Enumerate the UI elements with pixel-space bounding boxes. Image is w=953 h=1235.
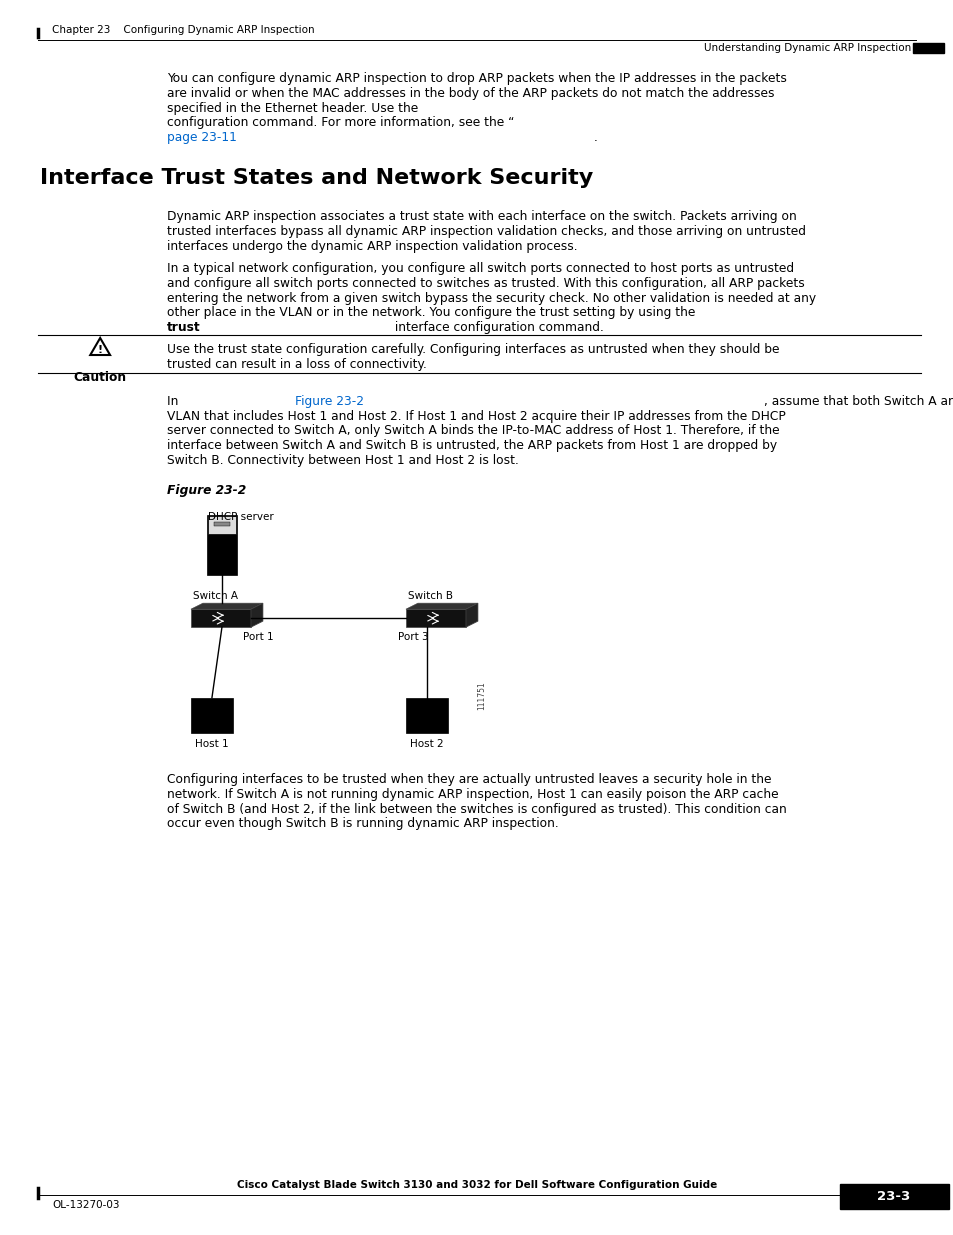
Text: In: In — [167, 395, 182, 408]
Text: Understanding Dynamic ARP Inspection: Understanding Dynamic ARP Inspection — [703, 43, 910, 53]
Text: Switch B: Switch B — [408, 592, 453, 601]
Text: DHCP server: DHCP server — [208, 513, 274, 522]
Text: server connected to Switch A, only Switch A binds the IP-to-MAC address of Host : server connected to Switch A, only Switc… — [167, 425, 779, 437]
Text: trusted interfaces bypass all dynamic ARP inspection validation checks, and thos: trusted interfaces bypass all dynamic AR… — [167, 225, 805, 238]
Text: Use the trust state configuration carefully. Configuring interfaces as untrusted: Use the trust state configuration carefu… — [167, 343, 779, 356]
Text: VLAN that includes Host 1 and Host 2. If Host 1 and Host 2 acquire their IP addr: VLAN that includes Host 1 and Host 2. If… — [167, 410, 785, 422]
Text: Interface Trust States and Network Security: Interface Trust States and Network Secur… — [40, 168, 593, 188]
Text: entering the network from a given switch bypass the security check. No other val: entering the network from a given switch… — [167, 291, 815, 305]
Text: trust: trust — [167, 321, 200, 335]
Text: occur even though Switch B is running dynamic ARP inspection.: occur even though Switch B is running dy… — [167, 818, 558, 830]
Text: interfaces undergo the dynamic ARP inspection validation process.: interfaces undergo the dynamic ARP inspe… — [167, 240, 577, 253]
Text: configuration command. For more information, see the “: configuration command. For more informat… — [167, 116, 514, 130]
Polygon shape — [191, 609, 251, 627]
Text: Switch B. Connectivity between Host 1 and Host 2 is lost.: Switch B. Connectivity between Host 1 an… — [167, 454, 518, 467]
Polygon shape — [465, 603, 477, 627]
Text: interface between Switch A and Switch B is untrusted, the ARP packets from Host : interface between Switch A and Switch B … — [167, 440, 777, 452]
Text: interface configuration command.: interface configuration command. — [391, 321, 603, 335]
Text: OL-13270-03: OL-13270-03 — [52, 1200, 120, 1210]
Polygon shape — [406, 609, 465, 627]
Text: Host 1: Host 1 — [195, 739, 229, 748]
Bar — [208, 516, 235, 535]
Text: and configure all switch ports connected to switches as trusted. With this confi: and configure all switch ports connected… — [167, 277, 804, 290]
Bar — [191, 698, 233, 732]
Polygon shape — [191, 603, 263, 609]
Text: Caution: Caution — [73, 370, 127, 384]
Polygon shape — [251, 603, 263, 627]
Text: Host 2: Host 2 — [410, 739, 443, 748]
Text: Figure 23-2: Figure 23-2 — [167, 484, 246, 496]
Text: network. If Switch A is not running dynamic ARP inspection, Host 1 can easily po: network. If Switch A is not running dyna… — [167, 788, 778, 800]
Text: are invalid or when the MAC addresses in the body of the ARP packets do not matc: are invalid or when the MAC addresses in… — [167, 86, 774, 100]
Bar — [839, 1184, 948, 1209]
Text: 23-3: 23-3 — [877, 1191, 909, 1203]
Text: You can configure dynamic ARP inspection to drop ARP packets when the IP address: You can configure dynamic ARP inspection… — [167, 72, 786, 85]
Text: 111751: 111751 — [476, 680, 486, 710]
Text: In a typical network configuration, you configure all switch ports connected to : In a typical network configuration, you … — [167, 262, 793, 275]
Text: .: . — [593, 131, 597, 144]
Text: !: ! — [97, 345, 103, 354]
Bar — [207, 515, 236, 576]
Text: Configuring interfaces to be trusted when they are actually untrusted leaves a s: Configuring interfaces to be trusted whe… — [167, 773, 771, 785]
Text: of Switch B (and Host 2, if the link between the switches is configured as trust: of Switch B (and Host 2, if the link bet… — [167, 803, 786, 815]
Text: Port 3: Port 3 — [397, 632, 428, 642]
Bar — [912, 43, 943, 53]
Text: Port 1: Port 1 — [243, 632, 274, 642]
Text: specified in the Ethernet header. Use the: specified in the Ethernet header. Use th… — [167, 101, 421, 115]
Bar — [406, 698, 448, 732]
Bar — [213, 522, 230, 526]
Text: Cisco Catalyst Blade Switch 3130 and 3032 for Dell Software Configuration Guide: Cisco Catalyst Blade Switch 3130 and 303… — [236, 1179, 717, 1191]
Polygon shape — [406, 603, 477, 609]
Text: page 23-11: page 23-11 — [167, 131, 236, 144]
Text: Dynamic ARP inspection associates a trust state with each interface on the switc: Dynamic ARP inspection associates a trus… — [167, 210, 796, 224]
Text: Chapter 23    Configuring Dynamic ARP Inspection: Chapter 23 Configuring Dynamic ARP Inspe… — [52, 25, 314, 35]
Text: trusted can result in a loss of connectivity.: trusted can result in a loss of connecti… — [167, 358, 426, 370]
Text: , assume that both Switch A and Switch B are running dynamic ARP inspection on t: , assume that both Switch A and Switch B… — [763, 395, 953, 408]
Text: Switch A: Switch A — [193, 592, 237, 601]
Text: Figure 23-2: Figure 23-2 — [294, 395, 364, 408]
Text: other place in the VLAN or in the network. You configure the trust setting by us: other place in the VLAN or in the networ… — [167, 306, 699, 320]
